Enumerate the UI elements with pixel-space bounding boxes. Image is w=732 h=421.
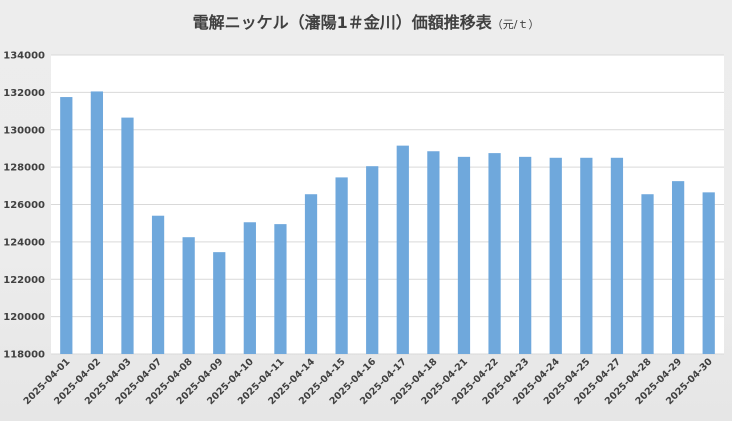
bar [243,222,256,354]
bar [580,157,593,354]
y-tick-label: 134000 [3,51,45,62]
y-tick-label: 128000 [3,163,45,174]
bar [457,156,471,354]
bar [610,157,624,354]
bar [213,252,226,354]
bar [519,156,532,354]
bar [488,153,501,354]
bar [274,224,287,354]
chart-title: 電解ニッケル（瀋陽1＃金川）価額推移表（元/ｔ） [0,9,732,33]
bar [702,192,715,354]
bar [671,181,685,354]
bar [427,151,440,354]
bar [304,194,318,354]
bar [151,215,165,354]
bar [60,97,73,354]
chart-title-unit: （元/ｔ） [491,18,540,31]
bar [90,91,104,355]
y-tick-label: 130000 [3,125,45,136]
x-axis-ticks: 2025-04-012025-04-022025-04-032025-04-07… [22,356,715,407]
y-axis-ticks: 118000 120000 122000 124000 126000 128000 1300… [3,51,45,361]
bar [366,166,379,354]
bar [396,145,409,354]
chart-title-text: 電解ニッケル（瀋陽1＃金川）価額推移表 [192,13,492,32]
y-tick-label: 120000 [3,312,45,323]
y-tick-label: 132000 [3,88,45,99]
bar [549,157,562,354]
bars [60,91,715,355]
bar [182,237,195,354]
bar [335,177,348,354]
y-tick-label: 124000 [3,237,45,248]
y-tick-label: 126000 [3,200,45,211]
bar [641,194,654,354]
y-tick-label: 118000 [3,350,45,361]
y-tick-label: 122000 [3,275,45,286]
bar [121,117,134,355]
